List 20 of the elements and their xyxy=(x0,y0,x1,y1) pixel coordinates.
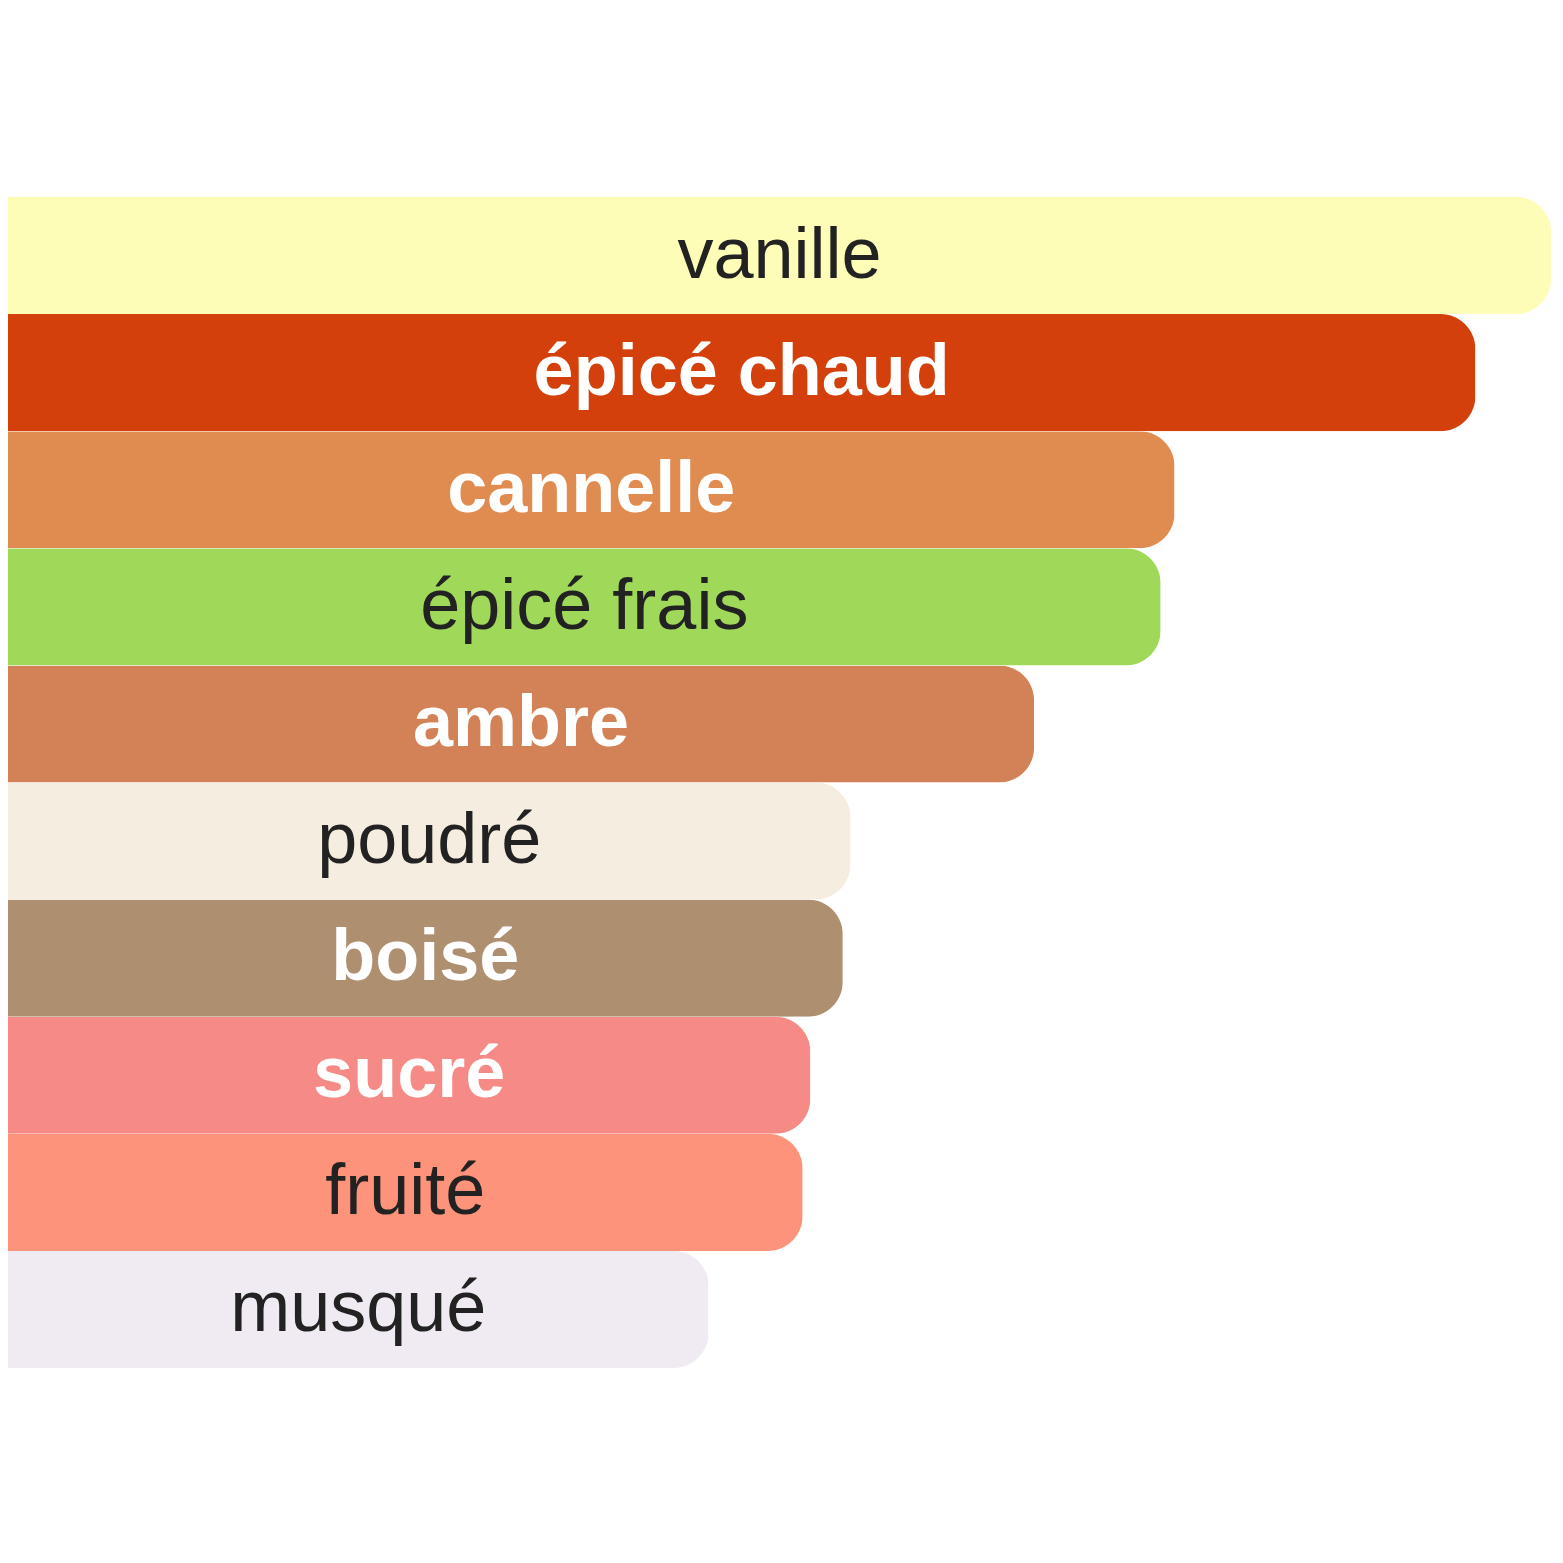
bar xyxy=(8,197,1551,315)
bar xyxy=(8,1016,811,1134)
y-tick-label: boisé xyxy=(331,915,520,996)
y-tick-label: sucré xyxy=(313,1032,506,1113)
bar xyxy=(8,1133,803,1251)
y-tick-label: épicé frais xyxy=(420,563,749,644)
y-tick-label: cannelle xyxy=(447,446,736,527)
bar xyxy=(8,314,1476,432)
bar xyxy=(8,548,1161,666)
bar xyxy=(8,1250,709,1368)
bar xyxy=(8,665,1035,783)
y-tick-label: poudré xyxy=(317,798,542,879)
bar xyxy=(8,782,851,900)
y-tick-label: épicé chaud xyxy=(533,329,950,410)
y-tick-label: fruité xyxy=(325,1149,486,1230)
y-tick-label: ambre xyxy=(412,680,630,761)
y-tick-label: vanille xyxy=(677,212,882,293)
y-tick-label: musqué xyxy=(230,1266,487,1347)
bar xyxy=(8,431,1175,549)
bar xyxy=(8,899,843,1017)
